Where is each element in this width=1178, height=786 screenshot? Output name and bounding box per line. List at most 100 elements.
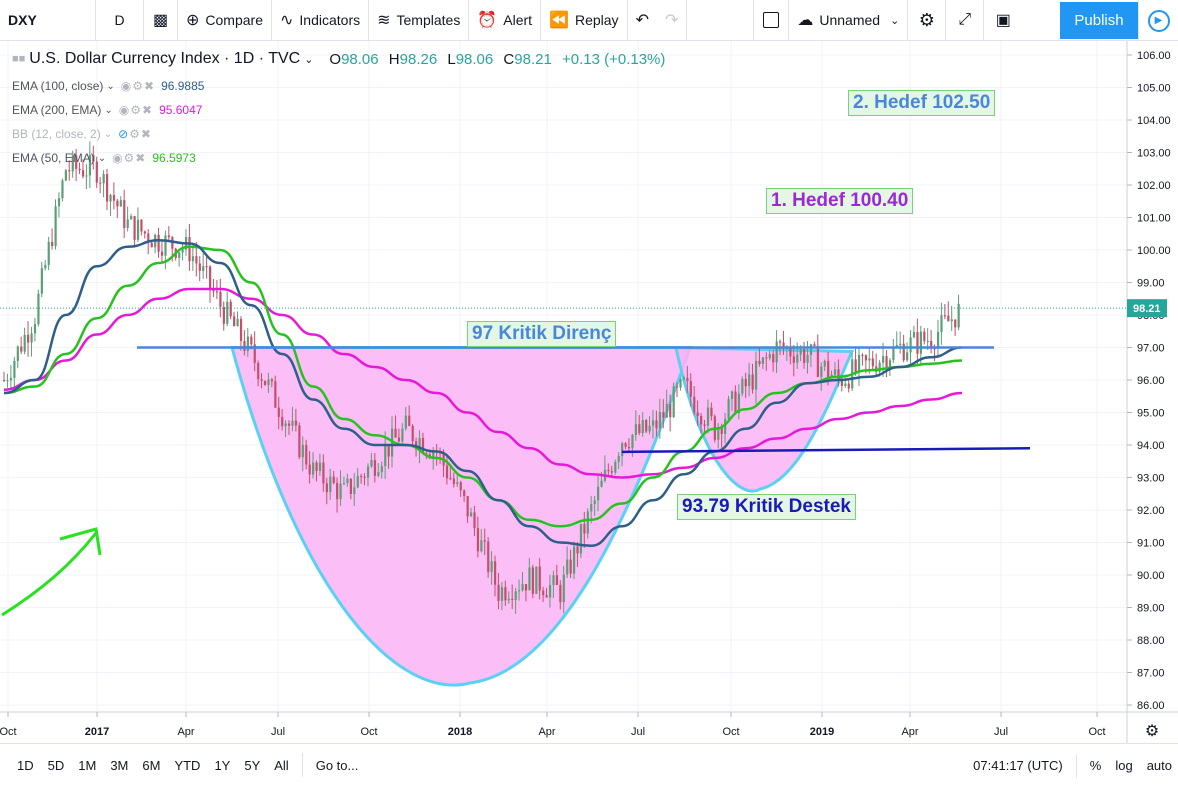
redo-button[interactable]: ↷ bbox=[657, 0, 688, 41]
target2-label[interactable]: 2. Hedef 102.50 bbox=[848, 90, 996, 116]
candle-body bbox=[109, 195, 112, 202]
candle-body bbox=[930, 341, 933, 349]
goto-button[interactable]: Go to... bbox=[315, 757, 359, 773]
low-label: L bbox=[447, 50, 456, 68]
candle-body bbox=[665, 403, 668, 418]
candle-body bbox=[126, 219, 129, 228]
range-6m[interactable]: 6M bbox=[142, 757, 161, 773]
indicator-name: BB (12, close, 2) bbox=[12, 127, 101, 141]
candle-body bbox=[30, 333, 33, 343]
range-1m[interactable]: 1M bbox=[78, 757, 97, 773]
chart-style-button[interactable]: ▩ bbox=[144, 0, 178, 41]
candle-body bbox=[700, 415, 703, 425]
candle-body bbox=[37, 293, 40, 325]
target1-label[interactable]: 1. Hedef 100.40 bbox=[766, 188, 914, 214]
candle-body bbox=[301, 444, 304, 458]
candle-body bbox=[861, 354, 864, 356]
range-all[interactable]: All bbox=[274, 757, 289, 773]
settings-button[interactable]: ⚙ bbox=[908, 0, 947, 41]
range-5d[interactable]: 5D bbox=[47, 757, 65, 773]
compare-button[interactable]: ⊕ Compare bbox=[178, 0, 272, 41]
undo-button[interactable]: ↶ bbox=[628, 0, 657, 41]
time-axis[interactable]: Oct 2017 Apr Jul Oct 2018 Apr Jul Oct 2019 Apr Jul O… bbox=[0, 711, 1178, 740]
layout-button[interactable]: ☁ Unnamed ⌄ bbox=[789, 0, 909, 41]
log-toggle[interactable]: log bbox=[1115, 758, 1133, 773]
auto-toggle[interactable]: auto bbox=[1146, 758, 1172, 773]
indicator-controls-icon[interactable]: ◉⚙✖ bbox=[118, 103, 154, 117]
templates-button[interactable]: ≋ Templates bbox=[369, 0, 470, 41]
rewind-icon: ⏪ bbox=[549, 12, 569, 29]
square-icon bbox=[763, 12, 780, 28]
support-label[interactable]: 93.79 Kritik Destek bbox=[677, 494, 856, 520]
indicator-controls-icon[interactable]: ⊘⚙✖ bbox=[118, 127, 152, 141]
indicator-controls-icon[interactable]: ◉⚙✖ bbox=[120, 79, 156, 93]
candle-body bbox=[679, 378, 682, 388]
publish-button[interactable]: Publish bbox=[1060, 2, 1138, 39]
range-1d[interactable]: 1D bbox=[17, 757, 34, 773]
last-price-label: 98.21 bbox=[1133, 303, 1161, 315]
indicator-row-bb[interactable]: BB (12, close, 2) ⌄ ⊘⚙✖ bbox=[12, 122, 665, 146]
indicator-controls-icon[interactable]: ◉⚙✖ bbox=[112, 151, 147, 165]
candle-body bbox=[274, 381, 277, 408]
candle-body bbox=[136, 219, 140, 240]
candle-body bbox=[844, 383, 847, 386]
candle-body bbox=[840, 378, 844, 386]
candle-body bbox=[16, 346, 19, 361]
replay-button[interactable]: ⏪ Replay bbox=[541, 0, 628, 41]
candle-body bbox=[833, 369, 837, 375]
candle-body bbox=[130, 216, 133, 220]
range-5y[interactable]: 5Y bbox=[244, 757, 261, 773]
alert-button[interactable]: ⏰ Alert bbox=[469, 0, 542, 41]
candle-body bbox=[521, 584, 524, 591]
candle-body bbox=[717, 427, 720, 440]
symbol-dot-icon: ■■ bbox=[12, 53, 26, 65]
candle-body bbox=[487, 541, 490, 573]
clock[interactable]: 07:41:17 (UTC) bbox=[973, 758, 1063, 773]
indicator-row-ema100[interactable]: EMA (100, close) ⌄ ◉⚙✖ 96.9885 bbox=[12, 74, 665, 98]
play-button[interactable]: ▶ bbox=[1138, 0, 1178, 41]
candle-body bbox=[662, 411, 665, 418]
indicator-row-ema200[interactable]: EMA (200, EMA) ⌄ ◉⚙✖ 95.6047 bbox=[12, 98, 665, 122]
candle-body bbox=[936, 331, 940, 349]
candle-body bbox=[912, 332, 916, 338]
candle-body bbox=[294, 420, 298, 426]
candle-body bbox=[466, 495, 469, 517]
candle-body bbox=[263, 380, 267, 385]
time-tick-label: Jul bbox=[631, 726, 645, 738]
percent-toggle[interactable]: % bbox=[1089, 758, 1102, 773]
fullscreen-button[interactable]: ⤢ bbox=[946, 0, 985, 41]
price-tick-label: 99.00 bbox=[1137, 278, 1165, 290]
range-ytd[interactable]: YTD bbox=[174, 757, 201, 773]
symbol-search[interactable]: DXY bbox=[0, 0, 96, 41]
candle-body bbox=[559, 584, 562, 603]
candle-body bbox=[830, 374, 833, 378]
interval-button[interactable]: D bbox=[96, 0, 144, 41]
fullscreen-select-button[interactable] bbox=[753, 0, 790, 41]
candle-body bbox=[607, 469, 610, 472]
candle-body bbox=[854, 359, 857, 372]
price-chart[interactable]: 106.00 105.00 104.00 103.00 102.00 101.00 100.… bbox=[0, 41, 1178, 743]
indicators-button[interactable]: ∿ Indicators bbox=[272, 0, 370, 41]
time-tick-label: Apr bbox=[538, 726, 555, 738]
resistance-label[interactable]: 97 Kritik Direnç bbox=[467, 321, 617, 347]
candle-body bbox=[548, 585, 552, 598]
range-1y[interactable]: 1Y bbox=[214, 757, 231, 773]
candle-body bbox=[318, 462, 322, 472]
price-axis[interactable]: 106.00 105.00 104.00 103.00 102.00 101.00 100.… bbox=[1126, 41, 1171, 743]
candle-body bbox=[250, 336, 253, 345]
open-value: 98.06 bbox=[341, 50, 379, 68]
candle-body bbox=[370, 460, 373, 467]
candle-body bbox=[157, 234, 160, 252]
chevron-down-icon: ⌄ bbox=[890, 14, 900, 27]
candle-body bbox=[885, 356, 888, 370]
price-tick-label: 88.00 bbox=[1137, 635, 1165, 647]
snapshot-button[interactable]: ▣ bbox=[984, 0, 1022, 41]
candle-body bbox=[64, 170, 68, 181]
candle-body bbox=[57, 198, 61, 207]
indicator-row-ema50[interactable]: EMA (50, EMA) ⌄ ◉⚙✖ 96.5973 bbox=[12, 146, 665, 170]
divider bbox=[1075, 753, 1077, 778]
candle-body bbox=[452, 478, 456, 485]
candle-body bbox=[85, 175, 88, 177]
range-3m[interactable]: 3M bbox=[110, 757, 129, 773]
candle-body bbox=[741, 378, 744, 394]
